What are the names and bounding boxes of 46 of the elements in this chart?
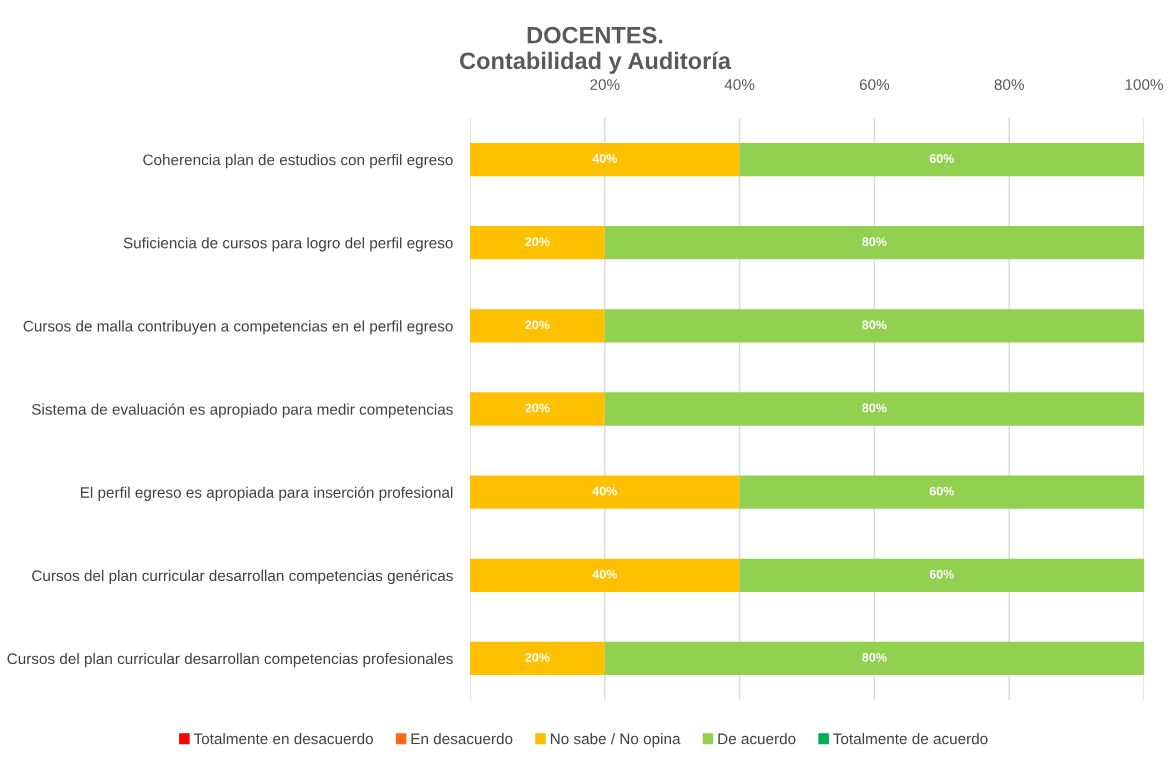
x-tick-label: 100% [1125,79,1163,90]
bar [739,142,1144,177]
data-label: 20% [525,320,550,330]
bar [470,309,605,343]
y-tick-label: El perfil egreso es apropiada para inserción profesional [80,486,453,501]
bar [470,226,605,260]
y-tick-label: Coherencia plan de estudios con perfil egreso [143,154,453,169]
legend-label: Totalmente de acuerdo [833,733,988,745]
bar [470,142,740,177]
data-label: 80% [862,403,887,413]
bar [739,475,1144,509]
data-label: 60% [929,154,954,163]
bar [604,309,1144,343]
bar [604,226,1144,260]
y-tick-label: Cursos del plan curricular desarrollan competencias profesionales [7,652,453,668]
bar [604,392,1144,426]
legend-label: En desacuerdo [411,733,513,745]
x-tick-label: 60% [859,79,890,90]
x-tick-label: 20% [590,79,620,90]
data-label: 40% [592,486,617,496]
data-label: 20% [525,237,550,247]
data-label: 20% [525,652,550,662]
data-label: 80% [862,320,887,330]
legend-label: No sabe / No opina [550,733,681,748]
y-tick-label: Cursos del plan curricular desarrollan competencias genéricas [32,569,453,585]
bar [604,641,1144,676]
data-label: 40% [592,569,617,579]
y-tick-label: Suficiencia de cursos para logro del perfil egreso [123,237,453,252]
bar [470,558,740,592]
data-label: 60% [929,569,954,579]
y-tick-label: Sistema de evaluación es apropiado para medir competencias [31,403,453,418]
bar [470,641,605,676]
data-label: 60% [929,486,954,496]
x-tick-label: 80% [994,79,1024,90]
data-label: 20% [525,403,550,413]
y-tick-label: Cursos de malla contribuyen a competencias en el perfil egreso [23,320,453,335]
data-label: 80% [862,652,887,662]
legend-label: De acuerdo [718,733,796,745]
bar [470,475,740,509]
bar [470,392,605,426]
legend-label: Totalmente en desacuerdo [193,733,373,745]
chart-title: DOCENTES. Contabilidad y Auditoría [460,26,732,74]
bar [739,558,1144,592]
x-tick-label: 40% [724,79,755,90]
data-label: 40% [592,154,617,163]
data-label: 80% [862,237,887,247]
